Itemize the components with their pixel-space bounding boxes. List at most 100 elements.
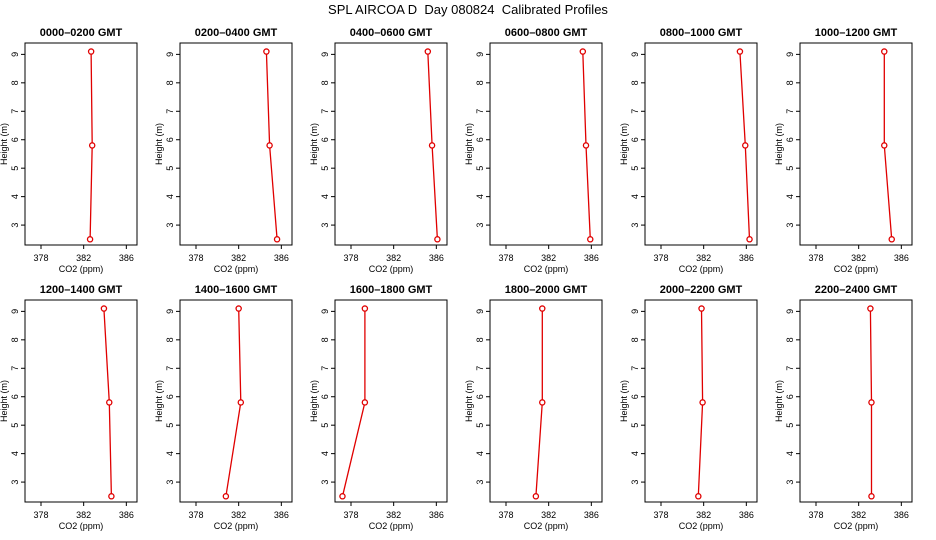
- panel-title: 1600–1800 GMT: [350, 284, 433, 296]
- profile-point: [868, 493, 875, 500]
- x-tick-label: 386: [274, 510, 289, 520]
- profile-point: [867, 305, 874, 312]
- y-tick-label: 9: [10, 52, 20, 57]
- profile-point: [587, 236, 594, 243]
- x-axis-label: CO2 (ppm): [834, 521, 879, 531]
- profile-panel: 1000–1200 GMT 378 382 386 3 4 5 6 7 8 9 CO2 (ppm) He…: [774, 27, 913, 274]
- y-tick-label: 9: [475, 52, 485, 57]
- profile-panel: 2000–2200 GMT 378 382 386 3 4 5 6 7 8 9 CO2 (ppm) He…: [619, 284, 758, 531]
- x-axis-label: CO2 (ppm): [679, 264, 724, 274]
- y-tick-label: 3: [10, 223, 20, 228]
- y-tick-label: 8: [630, 337, 640, 342]
- profile-point: [888, 236, 895, 243]
- y-axis-label: Height (m): [464, 380, 474, 422]
- x-tick-label: 382: [851, 253, 866, 263]
- x-tick-label: 378: [808, 253, 823, 263]
- y-tick-label: 9: [165, 52, 175, 57]
- profile-panel: 1800–2000 GMT 378 382 386 3 4 5 6 7 8 9 CO2 (ppm) He…: [464, 284, 603, 531]
- panel-title: 1000–1200 GMT: [815, 27, 898, 39]
- x-tick-label: 382: [386, 253, 401, 263]
- y-tick-label: 7: [785, 366, 795, 371]
- profile-point: [108, 493, 115, 500]
- y-axis-label: Height (m): [774, 380, 784, 422]
- y-tick-label: 4: [785, 194, 795, 199]
- profile-point: [579, 48, 587, 55]
- x-tick-label: 382: [541, 510, 556, 520]
- y-tick-label: 5: [165, 166, 175, 171]
- y-tick-label: 6: [320, 137, 330, 142]
- x-tick-label: 378: [498, 253, 513, 263]
- x-tick-label: 386: [739, 253, 754, 263]
- y-tick-label: 7: [785, 109, 795, 114]
- plot-frame: [489, 42, 603, 246]
- x-tick-label: 378: [188, 253, 203, 263]
- x-axis-label: CO2 (ppm): [834, 264, 879, 274]
- y-tick-label: 5: [475, 166, 485, 171]
- y-tick-label: 6: [165, 394, 175, 399]
- profile-point: [698, 305, 705, 312]
- profile-point: [237, 399, 245, 406]
- y-tick-label: 6: [475, 137, 485, 142]
- panel-title: 1400–1600 GMT: [195, 284, 278, 296]
- y-tick-label: 6: [320, 394, 330, 399]
- y-tick-label: 8: [785, 337, 795, 342]
- y-tick-label: 3: [165, 223, 175, 228]
- x-tick-label: 386: [584, 253, 599, 263]
- y-tick-label: 5: [320, 423, 330, 428]
- y-tick-label: 6: [10, 137, 20, 142]
- x-axis-label: CO2 (ppm): [59, 521, 104, 531]
- y-tick-label: 4: [165, 194, 175, 199]
- profile-point: [86, 236, 94, 243]
- profile-point: [881, 48, 888, 55]
- figure-title: SPL AIRCOA D Day 080824 Calibrated Profi…: [328, 2, 608, 17]
- x-tick-label: 386: [894, 253, 909, 263]
- y-tick-label: 7: [165, 366, 175, 371]
- profile-point: [742, 142, 749, 149]
- x-tick-label: 386: [429, 510, 444, 520]
- y-tick-label: 8: [475, 337, 485, 342]
- x-axis-label: CO2 (ppm): [524, 264, 569, 274]
- y-tick-label: 6: [630, 137, 640, 142]
- y-tick-label: 5: [320, 166, 330, 171]
- y-axis-label: Height (m): [619, 123, 629, 165]
- y-tick-label: 7: [10, 109, 20, 114]
- y-axis-label: Height (m): [154, 380, 164, 422]
- y-tick-label: 4: [785, 451, 795, 456]
- panel-title: 1200–1400 GMT: [40, 284, 123, 296]
- profile-panel: 2200–2400 GMT 378 382 386 3 4 5 6 7 8 9 CO2 (ppm) He…: [774, 284, 913, 531]
- y-tick-label: 4: [165, 451, 175, 456]
- y-tick-label: 8: [10, 337, 20, 342]
- profile-point: [87, 48, 95, 55]
- profile-point: [868, 399, 875, 406]
- x-axis-label: CO2 (ppm): [214, 521, 259, 531]
- plot-frame: [24, 42, 138, 246]
- x-tick-label: 378: [33, 510, 48, 520]
- x-tick-label: 386: [119, 510, 134, 520]
- y-axis-label: Height (m): [464, 123, 474, 165]
- x-tick-label: 382: [231, 253, 246, 263]
- y-tick-label: 4: [630, 451, 640, 456]
- plot-frame: [179, 42, 293, 246]
- y-tick-label: 9: [785, 52, 795, 57]
- y-tick-label: 7: [320, 366, 330, 371]
- x-tick-label: 386: [274, 253, 289, 263]
- y-tick-label: 9: [165, 309, 175, 314]
- x-tick-label: 382: [696, 510, 711, 520]
- x-axis-label: CO2 (ppm): [679, 521, 724, 531]
- plot-frame: [644, 299, 758, 503]
- x-axis-label: CO2 (ppm): [369, 264, 414, 274]
- y-tick-label: 9: [320, 309, 330, 314]
- profile-point: [273, 236, 281, 243]
- y-tick-label: 9: [630, 309, 640, 314]
- profile-point: [428, 142, 436, 149]
- x-tick-label: 386: [739, 510, 754, 520]
- y-tick-label: 3: [475, 223, 485, 228]
- y-tick-label: 7: [165, 109, 175, 114]
- profile-point: [746, 236, 753, 243]
- y-axis-label: Height (m): [0, 123, 9, 165]
- panel-title: 2000–2200 GMT: [660, 284, 743, 296]
- y-tick-label: 8: [320, 337, 330, 342]
- x-tick-label: 378: [343, 253, 358, 263]
- x-tick-label: 382: [386, 510, 401, 520]
